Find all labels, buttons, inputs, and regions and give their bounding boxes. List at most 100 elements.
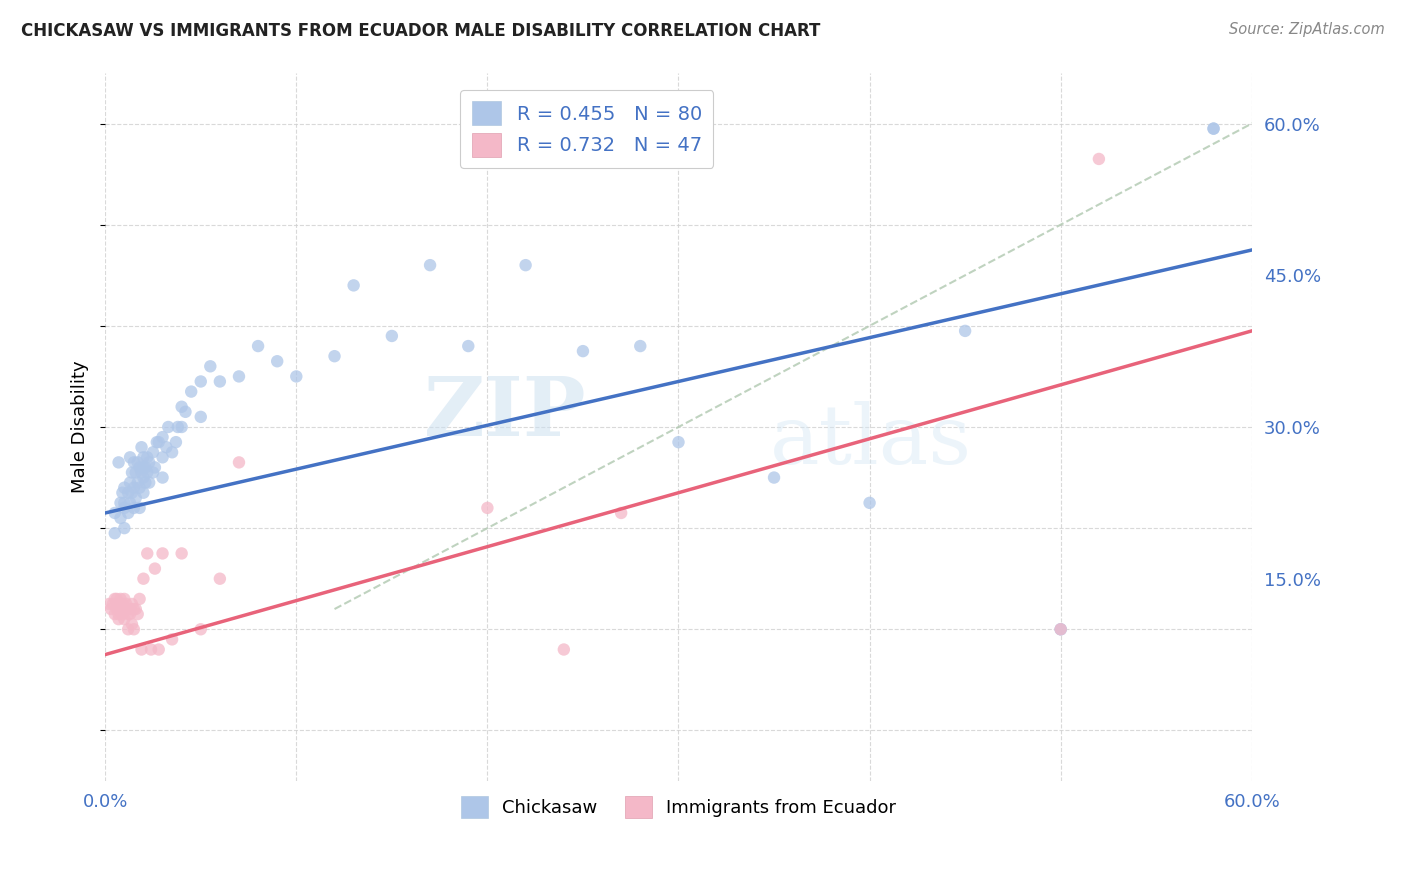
Point — [152, 546, 174, 560]
Point — [1088, 152, 1111, 166]
Point — [121, 597, 143, 611]
Legend: Chickasaw, Immigrants from Ecuador: Chickasaw, Immigrants from Ecuador — [454, 789, 904, 825]
Point — [323, 349, 346, 363]
Point — [131, 642, 153, 657]
Point — [190, 375, 212, 389]
Point — [143, 561, 166, 575]
Point — [190, 622, 212, 636]
Point — [170, 400, 193, 414]
Point — [515, 258, 537, 272]
Point — [228, 369, 250, 384]
Point — [381, 329, 404, 343]
Point — [553, 642, 575, 657]
Point — [98, 597, 121, 611]
Point — [118, 475, 141, 490]
Point — [247, 339, 270, 353]
Point — [104, 526, 127, 541]
Point — [160, 445, 183, 459]
Point — [208, 572, 231, 586]
Point — [128, 481, 150, 495]
Point — [128, 500, 150, 515]
Point — [122, 455, 145, 469]
Point — [1202, 121, 1225, 136]
Point — [1202, 121, 1225, 136]
Point — [180, 384, 202, 399]
Point — [138, 455, 160, 469]
Point — [572, 344, 595, 359]
Point — [110, 511, 132, 525]
Point — [105, 602, 128, 616]
Point — [146, 435, 169, 450]
Point — [953, 324, 976, 338]
Point — [763, 470, 786, 484]
Point — [1049, 622, 1071, 636]
Point — [160, 632, 183, 647]
Point — [128, 460, 150, 475]
Point — [100, 602, 122, 616]
Point — [132, 450, 155, 465]
Point — [285, 369, 308, 384]
Point — [125, 466, 148, 480]
Point — [121, 466, 143, 480]
Y-axis label: Male Disability: Male Disability — [72, 360, 89, 493]
Point — [134, 475, 156, 490]
Point — [101, 597, 124, 611]
Point — [143, 460, 166, 475]
Point — [112, 602, 135, 616]
Point — [117, 607, 139, 621]
Point — [111, 597, 134, 611]
Point — [134, 460, 156, 475]
Point — [136, 450, 159, 465]
Point — [104, 591, 127, 606]
Point — [105, 591, 128, 606]
Point — [110, 496, 132, 510]
Point — [170, 546, 193, 560]
Point — [174, 405, 197, 419]
Point — [112, 591, 135, 606]
Point — [117, 506, 139, 520]
Point — [122, 481, 145, 495]
Point — [107, 607, 129, 621]
Point — [139, 642, 162, 657]
Point — [155, 440, 177, 454]
Point — [165, 435, 187, 450]
Text: Source: ZipAtlas.com: Source: ZipAtlas.com — [1229, 22, 1385, 37]
Point — [152, 450, 174, 465]
Point — [112, 612, 135, 626]
Point — [110, 602, 132, 616]
Point — [136, 546, 159, 560]
Point — [125, 602, 148, 616]
Point — [157, 420, 180, 434]
Point — [104, 506, 127, 520]
Point — [127, 475, 149, 490]
Point — [266, 354, 288, 368]
Point — [111, 485, 134, 500]
Point — [457, 339, 479, 353]
Point — [152, 430, 174, 444]
Point — [419, 258, 441, 272]
Point — [668, 435, 690, 450]
Point — [136, 466, 159, 480]
Point — [610, 506, 633, 520]
Point — [628, 339, 651, 353]
Text: atlas: atlas — [770, 401, 973, 481]
Point — [131, 440, 153, 454]
Point — [127, 455, 149, 469]
Point — [118, 602, 141, 616]
Point — [166, 420, 188, 434]
Point — [132, 572, 155, 586]
Point — [138, 475, 160, 490]
Point — [122, 622, 145, 636]
Point — [121, 617, 143, 632]
Point — [477, 500, 499, 515]
Point — [110, 591, 132, 606]
Point — [115, 602, 138, 616]
Point — [170, 420, 193, 434]
Point — [112, 521, 135, 535]
Point — [148, 435, 170, 450]
Point — [190, 409, 212, 424]
Point — [121, 485, 143, 500]
Point — [1049, 622, 1071, 636]
Point — [111, 607, 134, 621]
Point — [112, 496, 135, 510]
